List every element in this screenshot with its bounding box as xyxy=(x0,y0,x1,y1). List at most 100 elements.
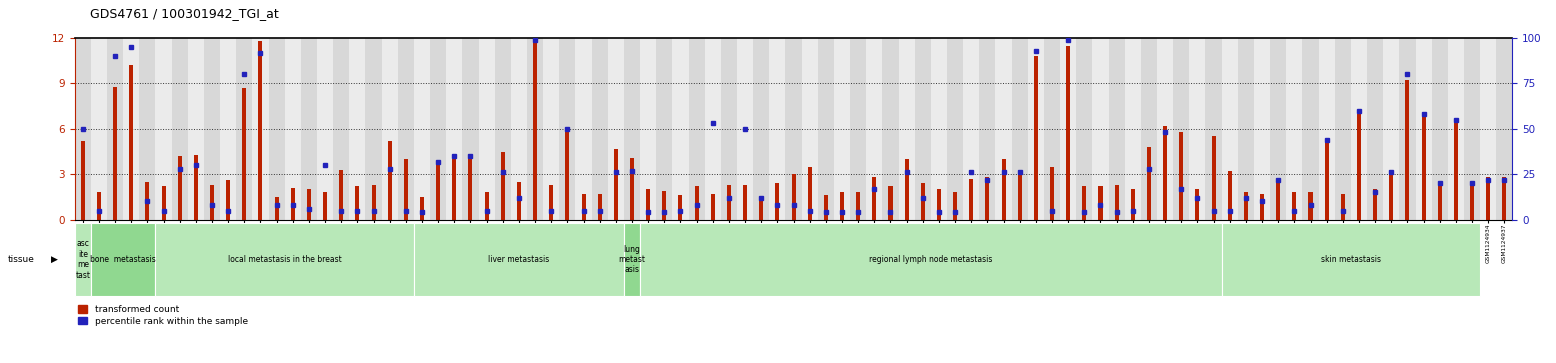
Bar xyxy=(705,38,720,220)
Bar xyxy=(882,38,898,220)
Bar xyxy=(1357,114,1362,220)
Bar xyxy=(1147,147,1151,220)
Bar xyxy=(510,38,527,220)
Bar xyxy=(372,185,375,220)
Bar xyxy=(1270,38,1287,220)
Bar xyxy=(1077,38,1092,220)
Bar xyxy=(1432,38,1447,220)
Bar xyxy=(1083,186,1086,220)
Bar xyxy=(915,38,930,220)
Bar xyxy=(355,186,359,220)
Bar xyxy=(873,177,876,220)
Bar xyxy=(226,180,230,220)
Bar xyxy=(657,38,672,220)
Text: regional lymph node metastasis: regional lymph node metastasis xyxy=(870,255,993,264)
Bar xyxy=(1206,38,1221,220)
Bar xyxy=(1002,159,1005,220)
Text: local metastasis in the breast: local metastasis in the breast xyxy=(227,255,342,264)
Bar xyxy=(114,86,117,220)
Bar xyxy=(565,132,569,220)
Bar xyxy=(285,38,300,220)
Bar xyxy=(1018,174,1022,220)
Bar xyxy=(808,167,812,220)
Bar xyxy=(1399,38,1416,220)
FancyBboxPatch shape xyxy=(414,223,624,296)
Bar xyxy=(576,38,591,220)
Text: skin metastasis: skin metastasis xyxy=(1321,255,1380,264)
Bar xyxy=(1131,189,1134,220)
Bar xyxy=(818,38,834,220)
Bar xyxy=(1195,189,1200,220)
Bar xyxy=(1368,38,1383,220)
Bar xyxy=(646,189,650,220)
Bar xyxy=(856,192,860,220)
Bar xyxy=(1254,38,1270,220)
Bar xyxy=(689,38,705,220)
Bar xyxy=(559,38,576,220)
Bar xyxy=(1033,56,1038,220)
Bar xyxy=(930,38,948,220)
Bar xyxy=(985,177,990,220)
Bar xyxy=(269,38,285,220)
Bar xyxy=(387,141,392,220)
Bar xyxy=(613,148,618,220)
Bar xyxy=(1335,38,1351,220)
Bar xyxy=(598,194,602,220)
Bar xyxy=(921,183,924,220)
FancyBboxPatch shape xyxy=(90,223,156,296)
Bar xyxy=(840,192,843,220)
Bar xyxy=(1372,189,1377,220)
Bar xyxy=(640,38,657,220)
Bar xyxy=(963,38,979,220)
Bar xyxy=(678,195,683,220)
Bar xyxy=(1173,38,1189,220)
Bar xyxy=(753,38,769,220)
Bar xyxy=(1221,38,1239,220)
Bar xyxy=(129,65,134,220)
Bar xyxy=(663,191,666,220)
Bar xyxy=(1464,38,1480,220)
Bar xyxy=(534,38,537,220)
Bar xyxy=(1486,177,1491,220)
FancyBboxPatch shape xyxy=(156,223,414,296)
Bar xyxy=(1092,38,1108,220)
Bar xyxy=(495,38,510,220)
Bar xyxy=(792,174,795,220)
Bar xyxy=(1447,38,1464,220)
FancyBboxPatch shape xyxy=(1221,223,1480,296)
Bar xyxy=(81,141,84,220)
Bar xyxy=(738,38,753,220)
Bar xyxy=(429,38,447,220)
Bar xyxy=(1099,186,1103,220)
Bar xyxy=(243,88,246,220)
Bar xyxy=(1029,38,1044,220)
Bar xyxy=(381,38,398,220)
Bar xyxy=(608,38,624,220)
Bar xyxy=(1309,192,1313,220)
Bar xyxy=(775,183,780,220)
Bar xyxy=(1108,38,1125,220)
Bar xyxy=(420,197,425,220)
Bar xyxy=(1422,114,1425,220)
Bar xyxy=(258,41,263,220)
Bar xyxy=(582,194,585,220)
Bar xyxy=(349,38,366,220)
Bar xyxy=(1114,185,1119,220)
Bar xyxy=(1066,46,1071,220)
Bar xyxy=(1158,38,1173,220)
Bar xyxy=(1438,182,1442,220)
Bar xyxy=(1287,38,1302,220)
Bar xyxy=(898,38,915,220)
Bar xyxy=(204,38,219,220)
Bar xyxy=(904,159,909,220)
Bar xyxy=(744,185,747,220)
Text: GDS4761 / 100301942_TGI_at: GDS4761 / 100301942_TGI_at xyxy=(90,7,279,20)
Bar xyxy=(1324,143,1329,220)
FancyBboxPatch shape xyxy=(75,223,90,296)
Bar xyxy=(1239,38,1254,220)
Bar xyxy=(969,179,974,220)
Bar xyxy=(711,194,714,220)
Bar xyxy=(937,189,941,220)
Bar xyxy=(468,156,473,220)
Bar xyxy=(1318,38,1335,220)
